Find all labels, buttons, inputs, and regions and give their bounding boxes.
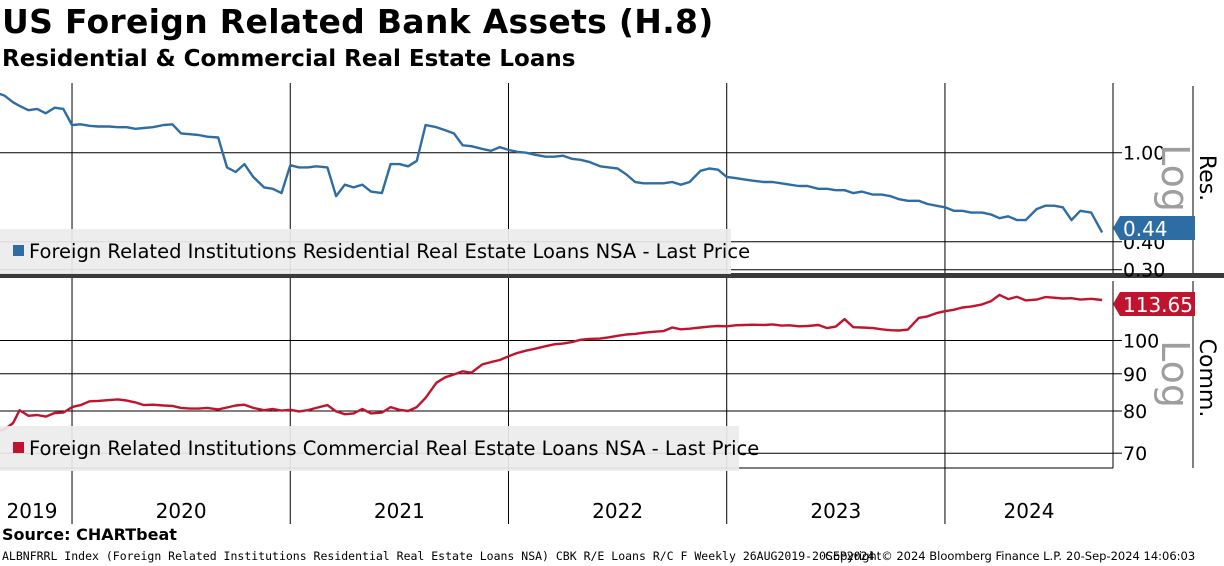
legend-label: Foreign Related Institutions Residential… — [29, 240, 750, 263]
legend-swatch — [13, 245, 24, 256]
footer-timestamp: 20-Sep-2024 14:06:03 — [1066, 549, 1196, 563]
y-tick-label: 100 — [1123, 330, 1159, 352]
y-tick-label: 70 — [1123, 443, 1147, 465]
last-value-tag — [1113, 216, 1195, 240]
residential-series-line — [0, 92, 1104, 234]
x-tick-label: 2020 — [156, 499, 207, 523]
footer-ticker-description: ALBNFRRL Index (Foreign Related Institut… — [2, 549, 875, 563]
footer-copyright: Copyright© 2024 Bloomberg Finance L.P. — [825, 549, 1062, 563]
x-tick-label: 2024 — [1004, 499, 1055, 523]
legend-label: Foreign Related Institutions Commercial … — [29, 437, 759, 460]
y-tick-label: 0.30 — [1123, 260, 1165, 282]
legend-box — [0, 229, 731, 274]
y-tick-label: 90 — [1123, 364, 1147, 386]
commercial-axis-title: Comm. — [1194, 339, 1219, 418]
last-value-label: 0.44 — [1123, 217, 1168, 241]
panel-separator — [0, 273, 1224, 278]
source-note: Source: CHARTbeat — [2, 525, 177, 544]
x-tick-label: 2022 — [592, 499, 643, 523]
log-scale-watermark: Log — [1153, 340, 1197, 408]
last-value-tag — [1113, 292, 1195, 316]
legend-swatch — [13, 442, 24, 453]
legend-box — [0, 426, 739, 471]
y-tick-label: 1.00 — [1123, 143, 1165, 165]
x-tick-label: 2023 — [810, 499, 861, 523]
y-tick-label: 80 — [1123, 401, 1147, 423]
last-value-label: 113.65 — [1123, 293, 1193, 317]
x-tick-label: 2021 — [374, 499, 425, 523]
log-scale-watermark: Log — [1153, 144, 1197, 212]
commercial-series-line — [0, 293, 1103, 432]
x-tick-label: 2019 — [7, 499, 58, 523]
chart-title: US Foreign Related Bank Assets (H.8) — [2, 2, 714, 41]
chart-subtitle: Residential & Commercial Real Estate Loa… — [2, 46, 576, 72]
residential-axis-title: Res. — [1194, 155, 1219, 201]
